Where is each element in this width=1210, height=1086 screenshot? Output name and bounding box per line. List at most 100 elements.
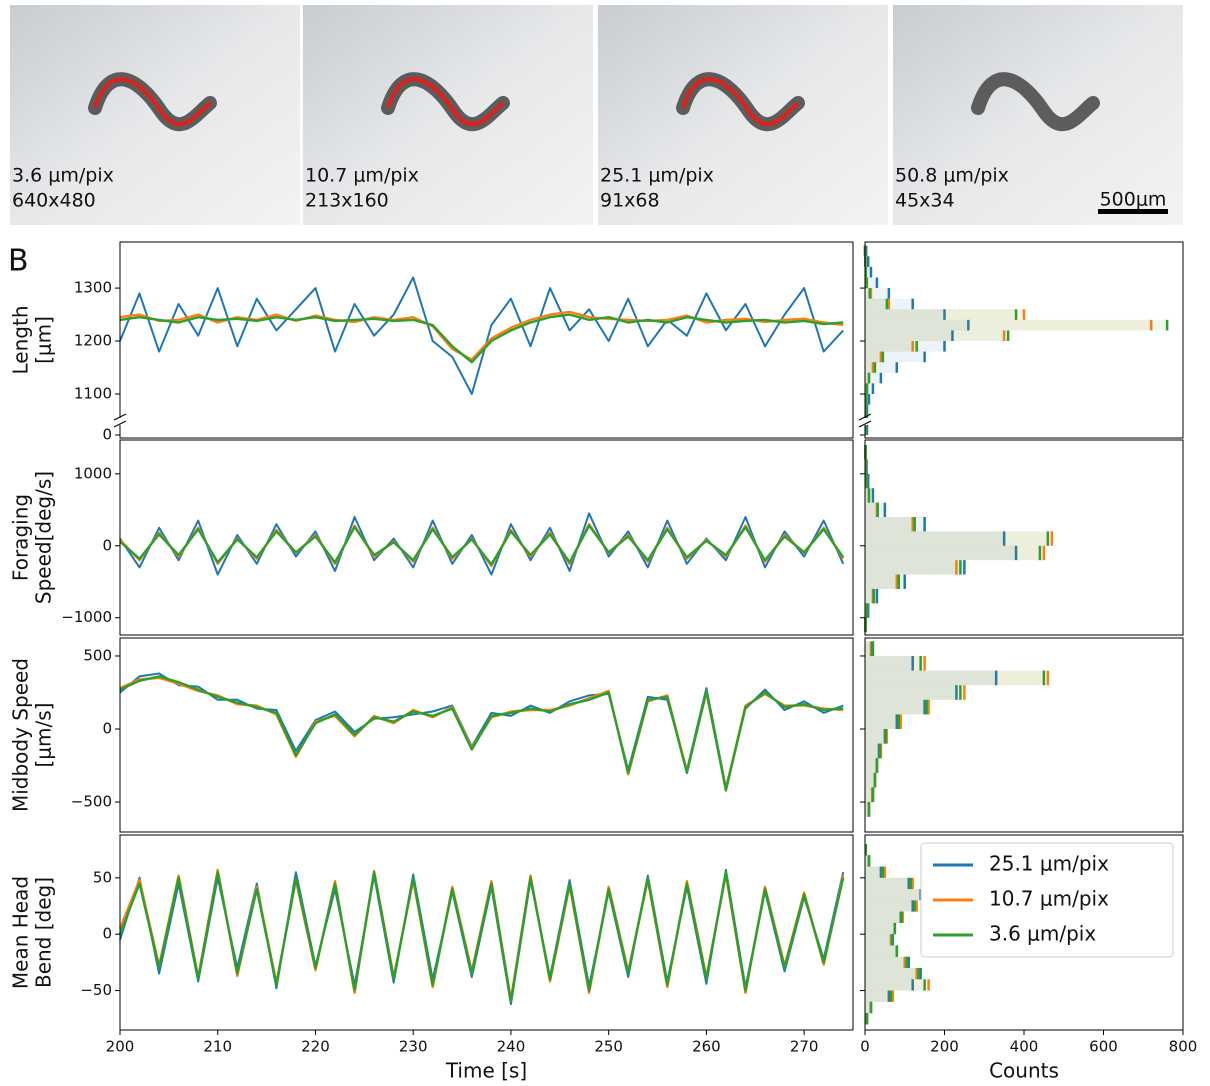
y-axis-label: Speed[deg/s] xyxy=(32,471,56,604)
histogram-bin xyxy=(865,560,965,575)
histogram-bin xyxy=(865,889,925,901)
histogram-bin xyxy=(865,588,873,604)
series-line xyxy=(119,524,845,566)
histogram-bin xyxy=(865,277,877,289)
x-tick-label: 200 xyxy=(930,1038,959,1056)
histogram-bin xyxy=(865,802,869,817)
histogram-bin xyxy=(865,288,889,299)
histogram-bin xyxy=(865,729,885,744)
histogram-bin xyxy=(865,351,883,363)
axis-break-mark xyxy=(113,420,127,428)
legend-label: 25.1 μm/pix xyxy=(989,852,1109,876)
x-tick-label: 260 xyxy=(692,1038,721,1056)
histogram-bin xyxy=(865,729,887,744)
y-tick-label: 1200 xyxy=(74,332,112,350)
axes-frame xyxy=(864,637,1184,833)
y-axis-label: Length xyxy=(9,306,33,375)
series-line xyxy=(119,675,844,792)
plot xyxy=(865,641,1050,817)
histogram-bin xyxy=(865,685,965,700)
histogram-bin xyxy=(865,945,897,957)
histogram-bin xyxy=(865,934,893,946)
histogram-bin xyxy=(865,531,1005,546)
histogram-bin xyxy=(865,911,901,923)
histogram-bin xyxy=(865,588,877,604)
histogram-bin xyxy=(865,911,903,923)
histogram-bin xyxy=(865,341,913,352)
histogram-bin xyxy=(865,516,925,532)
worm xyxy=(971,72,1100,131)
histogram-bin xyxy=(865,877,911,890)
histogram-bin xyxy=(865,488,869,503)
histogram-bin xyxy=(865,979,925,991)
x-tick-label: 200 xyxy=(106,1038,135,1056)
histogram-bin xyxy=(865,641,871,656)
series-line xyxy=(119,313,844,364)
histogram-bin xyxy=(865,341,917,352)
series-line xyxy=(118,871,845,1003)
histogram-bin xyxy=(865,502,877,517)
image-size: 640x480 xyxy=(12,190,96,212)
histogram-bin xyxy=(865,309,1017,320)
x-axis-label: Counts xyxy=(989,1059,1059,1083)
histogram-bin xyxy=(865,545,1040,561)
histogram-bin xyxy=(865,685,961,700)
histogram-bin xyxy=(865,670,1048,686)
legend-label: 3.6 μm/pix xyxy=(989,922,1096,946)
histogram-bin xyxy=(865,531,1052,546)
histogram-bin xyxy=(865,866,881,878)
x-tick-label: 250 xyxy=(594,1038,623,1056)
histogram-bin xyxy=(865,655,921,671)
y-tick-label: 0 xyxy=(102,720,112,738)
x-tick-label: 800 xyxy=(1169,1038,1198,1056)
axes-frame xyxy=(119,834,854,1031)
axes-frame xyxy=(864,241,1184,439)
histogram-bin xyxy=(865,560,957,575)
y-tick-label: 50 xyxy=(93,868,112,886)
series-line xyxy=(119,276,844,395)
image-resolution: 3.6 μm/pix xyxy=(12,165,114,187)
image-resolution: 25.1 μm/pix xyxy=(600,165,714,187)
histogram-bin xyxy=(865,956,905,969)
image-resolution: 50.8 μm/pix xyxy=(895,165,1009,187)
legend-label: 10.7 μm/pix xyxy=(989,887,1109,911)
histogram-bin xyxy=(865,516,913,532)
histogram-bin xyxy=(865,889,921,901)
plot xyxy=(864,844,930,1025)
histogram-bin xyxy=(865,699,927,715)
histogram-bin xyxy=(865,877,913,890)
axis-break-mark xyxy=(858,420,872,428)
histogram-bin xyxy=(865,298,889,310)
plot xyxy=(119,276,844,395)
histogram-bin xyxy=(865,641,873,656)
histogram-bin xyxy=(865,351,881,363)
y-tick-label: 0 xyxy=(102,925,112,943)
histogram-bin xyxy=(865,319,969,331)
axes-frame xyxy=(119,241,854,439)
histogram-bin xyxy=(865,560,961,575)
histogram-bin xyxy=(865,956,907,969)
histogram-bin xyxy=(865,802,869,817)
histogram-bin xyxy=(865,900,917,912)
axis-break-gap xyxy=(857,418,873,425)
histogram-bin xyxy=(865,516,915,532)
histogram-bin xyxy=(865,772,875,788)
panel-label: B xyxy=(8,244,29,279)
histogram-bin xyxy=(865,685,957,700)
histogram-bin xyxy=(865,362,897,373)
histogram-bin xyxy=(865,383,873,394)
centerline xyxy=(681,77,800,126)
histogram-bin xyxy=(865,900,915,912)
series-line xyxy=(119,523,845,568)
histogram-bin xyxy=(865,319,1152,331)
histogram-bin xyxy=(865,802,869,817)
histogram-bin xyxy=(865,670,1044,686)
centerline xyxy=(386,77,505,126)
plot xyxy=(863,245,1169,435)
histogram-bin xyxy=(865,574,899,589)
y-tick-label: −500 xyxy=(71,793,112,811)
axis-break-mark xyxy=(858,413,872,421)
histogram-bin xyxy=(865,743,879,759)
